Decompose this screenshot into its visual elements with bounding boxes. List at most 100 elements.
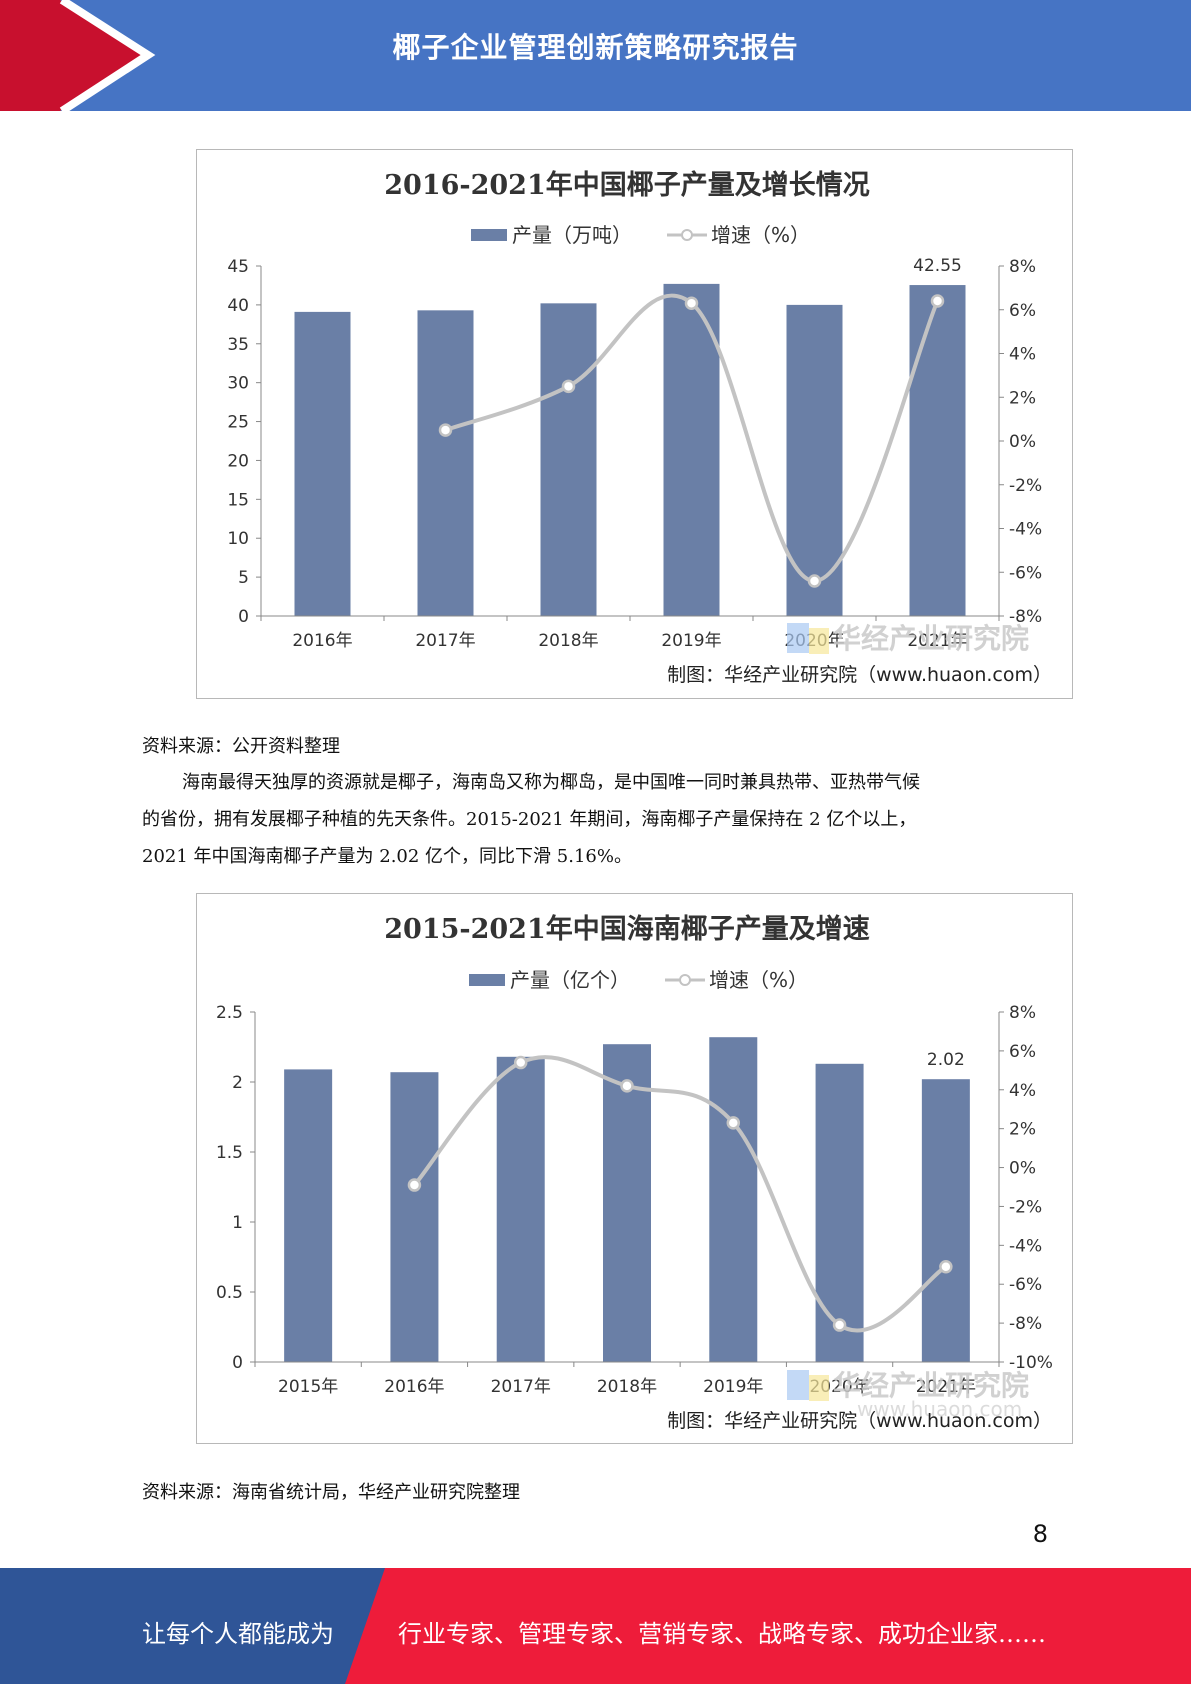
footer-slogan-right: 行业专家、管理专家、营销专家、战略专家、成功企业家…… <box>398 1620 1046 1648</box>
y2-tick-label: 8% <box>1009 257 1036 277</box>
growth-point <box>561 379 576 394</box>
footer-red-band <box>345 1568 1191 1684</box>
header-arrow-outline <box>59 0 156 111</box>
y-tick-label: 45 <box>227 257 249 277</box>
body-paragraph: 海南最得天独厚的资源就是椰子，海南岛又称为椰岛，是中国唯一同时兼具热带、亚热带气… <box>142 764 1052 875</box>
growth-point <box>513 1055 528 1070</box>
page-footer: 让每个人都能成为 行业专家、管理专家、营销专家、战略专家、成功企业家…… <box>0 1568 1191 1684</box>
growth-point <box>726 1116 741 1130</box>
header-red-arrow <box>0 0 150 111</box>
growth-point <box>438 423 453 437</box>
y2-tick-label: 8% <box>1009 1003 1036 1023</box>
growth-line <box>412 1055 947 1333</box>
chart-2-frame: 2015-2021年中国海南椰子产量及增速 产量（亿个） 增速（%） 0 0.5 1… <box>196 893 1073 1444</box>
source-note-2: 资料来源：海南省统计局，华经产业研究院整理 <box>142 1482 520 1503</box>
bar <box>417 310 474 616</box>
y2-tick-label: 4% <box>1009 1081 1036 1101</box>
y-tick-label: 10 <box>227 529 249 549</box>
chart-2: 2015-2021年中国海南椰子产量及增速 产量（亿个） 增速（%） 0 0.5 1… <box>216 913 1053 1432</box>
x-tick-label: 2019年 <box>703 1377 763 1397</box>
y-tick-label: 0 <box>232 1353 243 1373</box>
y2-tick-label: 6% <box>1009 1042 1036 1062</box>
x-tick-label: 2019年 <box>661 631 721 651</box>
y2-tick-label: -4% <box>1009 1236 1042 1256</box>
legend-line-label: 增速（%） <box>711 223 810 247</box>
y2-tick-label: 4% <box>1009 345 1036 365</box>
chart-1: 2016-2021年中国椰子产量及增长情况 产量（万吨） 增速（%） 0 5 10 1… <box>227 169 1052 686</box>
bar <box>496 1056 545 1362</box>
y2-tick-label: 6% <box>1009 301 1036 321</box>
y-tick-label: 2.5 <box>216 1003 243 1023</box>
bar <box>663 283 720 616</box>
growth-line <box>444 293 940 584</box>
watermark-logo-yellow <box>809 628 829 654</box>
watermark-logo-blue <box>787 1370 809 1400</box>
x-tick-label: 2015年 <box>278 1377 338 1397</box>
legend-bar-label: 产量（万吨） <box>512 223 632 247</box>
footer-background <box>0 1568 1191 1684</box>
y2-tick-label: -4% <box>1009 520 1042 540</box>
footer-slogan-left: 让每个人都能成为 <box>142 1620 334 1648</box>
y-tick-label: 5 <box>238 568 249 588</box>
watermark-logo-yellow <box>809 1375 829 1401</box>
y-tick-label: 0.5 <box>216 1283 243 1303</box>
growth-point <box>620 1079 634 1093</box>
legend-bar-label: 产量（亿个） <box>510 968 630 992</box>
bar <box>294 311 351 616</box>
y2-tick-label: -10% <box>1009 1353 1053 1373</box>
paragraph-line: 海南最得天独厚的资源就是椰子，海南岛又称为椰岛，是中国唯一同时兼具热带、亚热带气… <box>182 772 920 793</box>
bar <box>390 1072 439 1362</box>
data-label: 2.02 <box>927 1050 965 1070</box>
watermark-text: 华经产业研究院 <box>833 1369 1029 1402</box>
legend-line-marker <box>681 229 693 241</box>
y2-tick-label: 2% <box>1009 1120 1036 1140</box>
legend-bar-swatch <box>469 974 505 986</box>
y2-tick-label: 0% <box>1009 432 1036 452</box>
bar <box>284 1069 333 1362</box>
watermark: 华经产业研究院 www.huaon.com <box>787 1369 1029 1421</box>
data-label: 42.55 <box>913 256 962 276</box>
y-tick-label: 1 <box>232 1213 243 1233</box>
x-tick-label: 2016年 <box>384 1377 444 1397</box>
chart-legend: 产量（亿个） 增速（%） <box>469 968 808 992</box>
y2-tick-label: -6% <box>1009 1275 1042 1295</box>
y-tick-label: 20 <box>227 451 249 471</box>
chart-1-frame: 2016-2021年中国椰子产量及增长情况 产量（万吨） 增速（%） 0 5 10 1… <box>196 149 1073 699</box>
growth-point <box>407 1178 422 1192</box>
bar <box>709 1037 758 1362</box>
y2-tick-label: -8% <box>1009 1314 1042 1334</box>
chart-legend: 产量（万吨） 增速（%） <box>471 223 810 247</box>
growth-point <box>930 294 945 308</box>
page-header: 椰子企业管理创新策略研究报告 <box>0 0 1191 111</box>
chart-title: 2016-2021年中国椰子产量及增长情况 <box>384 169 870 201</box>
legend-bar-swatch <box>471 229 507 241</box>
x-tick-label: 2021年 <box>907 631 967 651</box>
chart-title: 2015-2021年中国海南椰子产量及增速 <box>384 913 870 945</box>
y-tick-label: 35 <box>227 335 249 355</box>
y-tick-label: 30 <box>227 374 249 394</box>
legend-line-marker <box>679 974 691 986</box>
watermark-url: www.huaon.com <box>857 1397 1022 1421</box>
bar <box>603 1044 651 1362</box>
legend-line-label: 增速（%） <box>709 968 808 992</box>
watermark-logo-blue <box>787 623 809 653</box>
y2-tick-label: 0% <box>1009 1159 1036 1179</box>
bar <box>909 285 966 616</box>
y-tick-label: 2 <box>232 1073 243 1093</box>
x-tick-label: 2018年 <box>597 1377 657 1397</box>
y2-tick-label: 2% <box>1009 388 1036 408</box>
y-tick-label: 1.5 <box>216 1143 243 1163</box>
x-tick-label: 2018年 <box>538 631 598 651</box>
y2-tick-label: -2% <box>1009 476 1042 496</box>
source-note-1: 资料来源：公开资料整理 <box>142 736 340 757</box>
y2-tick-label: -2% <box>1009 1197 1042 1217</box>
growth-point <box>807 574 822 588</box>
growth-point <box>684 296 699 310</box>
y-tick-label: 0 <box>238 607 249 627</box>
header-decoration <box>0 0 156 111</box>
paragraph-line: 的省份，拥有发展椰子种植的先天条件。2015-2021 年期间，海南椰子产量保持… <box>142 809 917 830</box>
watermark-text: 华经产业研究院 <box>833 622 1029 655</box>
y-tick-label: 15 <box>227 490 249 510</box>
page-number: 8 <box>1032 1520 1048 1548</box>
y-tick-label: 40 <box>227 296 249 316</box>
